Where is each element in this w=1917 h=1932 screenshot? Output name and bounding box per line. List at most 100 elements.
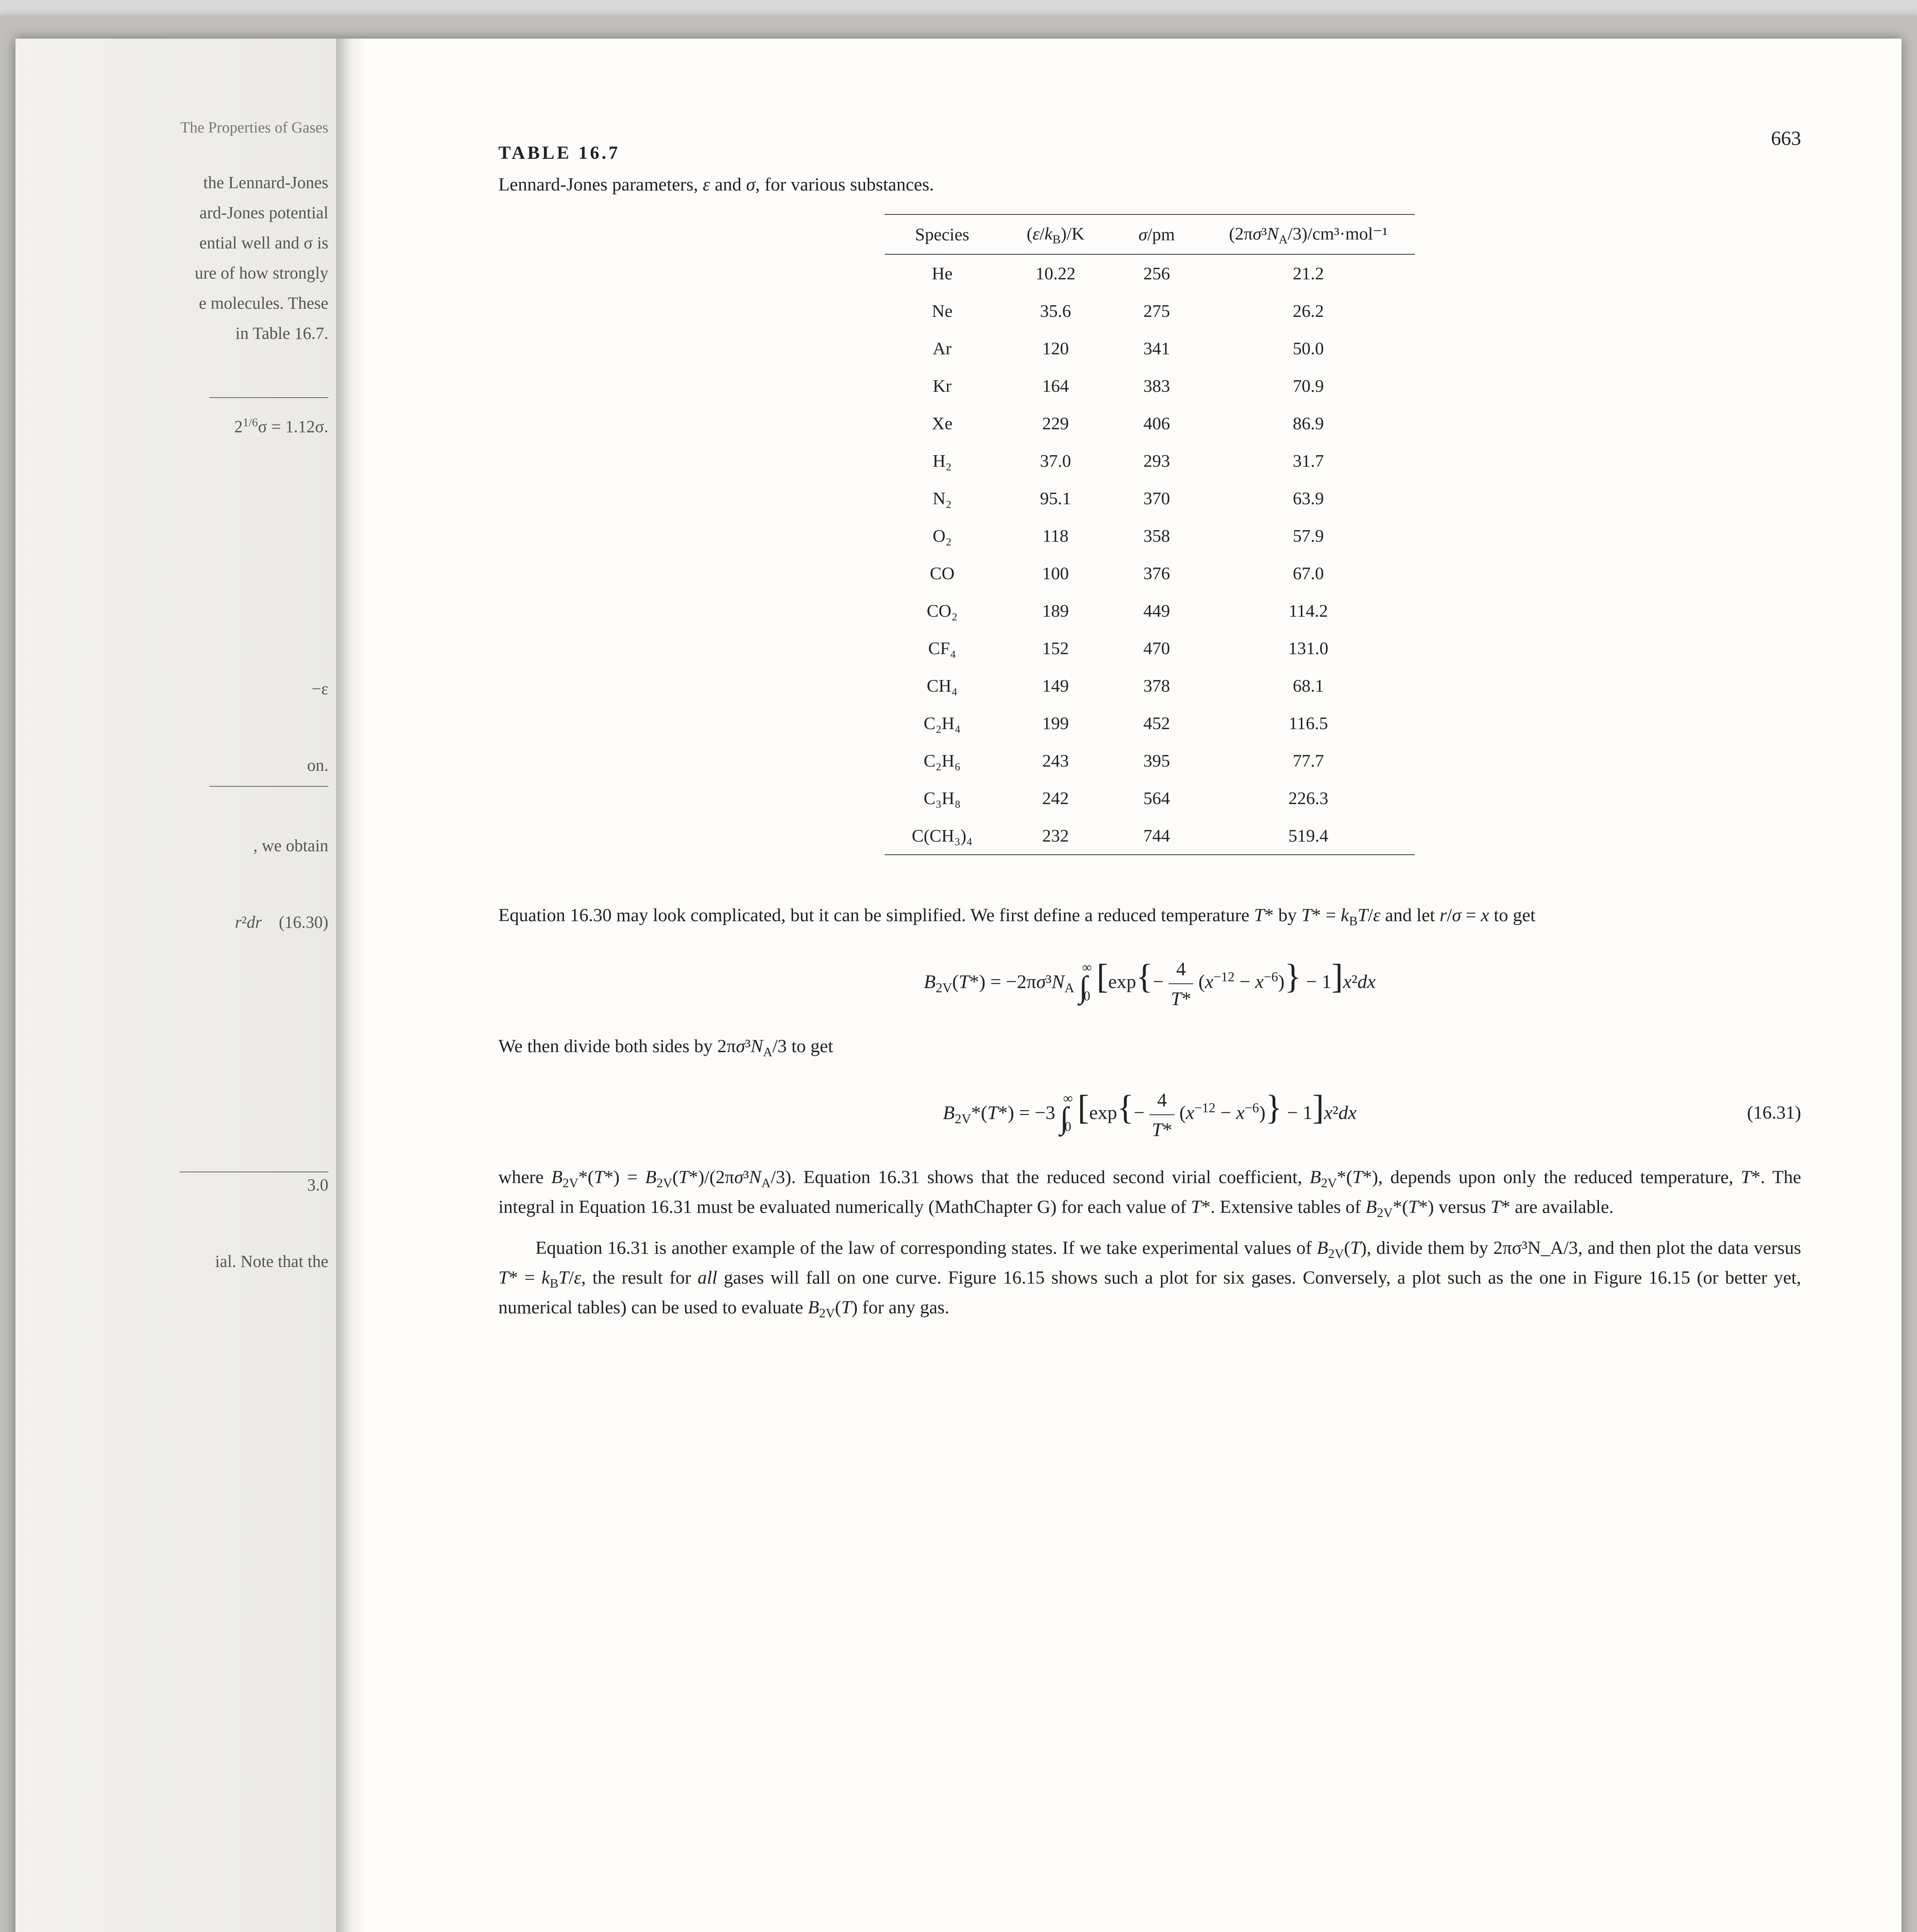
- table-cell: 243: [999, 742, 1111, 779]
- equation-b2v: B2V(T*) = −2πσ³NA ∫0∞ [exp{− 4 T* (x−12 …: [498, 951, 1801, 1013]
- text: are available.: [1510, 1197, 1614, 1217]
- table-cell: 519.4: [1202, 817, 1415, 855]
- table-row: Ar12034150.0: [885, 330, 1415, 367]
- table-cell: 275: [1111, 292, 1202, 330]
- table-row: O₂11835857.9: [885, 517, 1415, 554]
- table-cell: CO₂: [885, 592, 999, 629]
- text: versus: [1434, 1197, 1491, 1217]
- table-caption: Lennard-Jones parameters, ε and σ, for v…: [498, 171, 1801, 199]
- table-cell: 229: [999, 405, 1111, 442]
- text: and let: [1380, 905, 1439, 925]
- left-frag-sigma: 21/6σ = 1.12σ.: [31, 413, 328, 440]
- table-cell: 35.6: [999, 292, 1111, 330]
- table-cell: O₂: [885, 517, 999, 554]
- table-cell: 189: [999, 592, 1111, 629]
- left-frag: ential well and σ is: [31, 230, 328, 256]
- table-cell: 67.0: [1202, 554, 1415, 592]
- table-row: C₃H₈242564226.3: [885, 779, 1415, 817]
- table-cell: C(CH₃)₄: [885, 817, 999, 855]
- table-cell: 232: [999, 817, 1111, 855]
- table-cell: 149: [999, 667, 1111, 704]
- para-3: where B2V*(T*) = B2V(T*)/(2πσ³NA/3). Equ…: [498, 1163, 1801, 1223]
- table-cell: 131.0: [1202, 629, 1415, 667]
- table-cell: 470: [1111, 629, 1202, 667]
- text: , divide them by 2πσ³N_A/3, and then plo…: [1366, 1238, 1801, 1258]
- table-cell: 31.7: [1202, 442, 1415, 480]
- table-cell: 376: [1111, 554, 1202, 592]
- text: . Extensive tables of: [1210, 1197, 1365, 1217]
- left-frag: e molecules. These: [31, 291, 328, 316]
- text: Equation 16.30 may look complicated, but…: [498, 905, 1254, 925]
- text: . Equation 16.31 shows that the reduced …: [791, 1167, 1310, 1187]
- table-cell: 26.2: [1202, 292, 1415, 330]
- table-cell: 116.5: [1202, 704, 1415, 742]
- table-cell: 452: [1111, 704, 1202, 742]
- text: , depends upon only the reduced temperat…: [1378, 1167, 1741, 1187]
- col-species: Species: [885, 214, 999, 254]
- text: where: [498, 1167, 551, 1187]
- table-cell: CH₄: [885, 667, 999, 704]
- left-frag: the Lennard-Jones: [31, 170, 328, 196]
- right-page: 663 TABLE 16.7 Lennard-Jones parameters,…: [336, 39, 1902, 1932]
- table-cell: 114.2: [1202, 592, 1415, 629]
- table-cell: 120: [999, 330, 1111, 367]
- para-2: We then divide both sides by 2πσ³NA/3 to…: [498, 1032, 1801, 1062]
- table-cell: C₂H₄: [885, 704, 999, 742]
- table-cell: 406: [1111, 405, 1202, 442]
- left-frag: ure of how strongly: [31, 260, 328, 286]
- left-frag: in Table 16.7.: [31, 321, 328, 346]
- lj-table: Species (ε/kB)/K σ/pm (2πσ³NA/3)/cm³·mol…: [885, 214, 1415, 855]
- para-1: Equation 16.30 may look complicated, but…: [498, 901, 1801, 931]
- col-sigma: σ/pm: [1111, 214, 1202, 254]
- col-vol: (2πσ³NA/3)/cm³·mol⁻¹: [1202, 214, 1415, 254]
- table-cell: 395: [1111, 742, 1202, 779]
- table-cell: 118: [999, 517, 1111, 554]
- table-row: Ne35.627526.2: [885, 292, 1415, 330]
- table-cell: H₂: [885, 442, 999, 480]
- table-row: CO10037667.0: [885, 554, 1415, 592]
- table-row: C₂H₄199452116.5: [885, 704, 1415, 742]
- text: by: [1274, 905, 1302, 925]
- table-cell: N₂: [885, 480, 999, 517]
- table-cell: 564: [1111, 779, 1202, 817]
- table-cell: 50.0: [1202, 330, 1415, 367]
- table-row: Kr16438370.9: [885, 367, 1415, 405]
- table-cell: Ne: [885, 292, 999, 330]
- col-eps: (ε/kB)/K: [999, 214, 1111, 254]
- scan-frame: The Properties of Gases the Lennard-Jone…: [0, 15, 1917, 1932]
- table-cell: 21.2: [1202, 254, 1415, 292]
- eqn-number: (16.31): [1747, 1099, 1801, 1127]
- book-spread: The Properties of Gases the Lennard-Jone…: [15, 39, 1902, 1932]
- table-cell: 68.1: [1202, 667, 1415, 704]
- table-cell: 370: [1111, 480, 1202, 517]
- table-cell: 383: [1111, 367, 1202, 405]
- table-row: He10.2225621.2: [885, 254, 1415, 292]
- left-frag-eps: −ε: [31, 676, 328, 702]
- text: for any gas.: [858, 1297, 949, 1318]
- table-cell: 358: [1111, 517, 1202, 554]
- table-cell: 10.22: [999, 254, 1111, 292]
- table-cell: 449: [1111, 592, 1202, 629]
- table-cell: 378: [1111, 667, 1202, 704]
- left-page: The Properties of Gases the Lennard-Jone…: [15, 39, 336, 1932]
- table-cell: 86.9: [1202, 405, 1415, 442]
- equation-16-31: B2V*(T*) = −3 ∫0∞ [exp{− 4 T* (x−12 − x−…: [498, 1082, 1801, 1144]
- table-cell: 293: [1111, 442, 1202, 480]
- table-cell: C₃H₈: [885, 779, 999, 817]
- table-cell: 164: [999, 367, 1111, 405]
- table-row: CF₄152470131.0: [885, 629, 1415, 667]
- table-cell: 77.7: [1202, 742, 1415, 779]
- table-cell: CF₄: [885, 629, 999, 667]
- left-frag: ard-Jones potential: [31, 200, 328, 226]
- table-row: H₂37.029331.7: [885, 442, 1415, 480]
- left-frag-obtain: , we obtain: [31, 833, 328, 859]
- table-cell: 199: [999, 704, 1111, 742]
- text: Equation 16.31 is another example of the…: [535, 1238, 1317, 1258]
- table-cell: 341: [1111, 330, 1202, 367]
- table-cell: 242: [999, 779, 1111, 817]
- table-cell: 70.9: [1202, 367, 1415, 405]
- table-cell: Xe: [885, 405, 999, 442]
- text: to get: [1489, 905, 1535, 925]
- table-cell: 256: [1111, 254, 1202, 292]
- table-cell: 744: [1111, 817, 1202, 855]
